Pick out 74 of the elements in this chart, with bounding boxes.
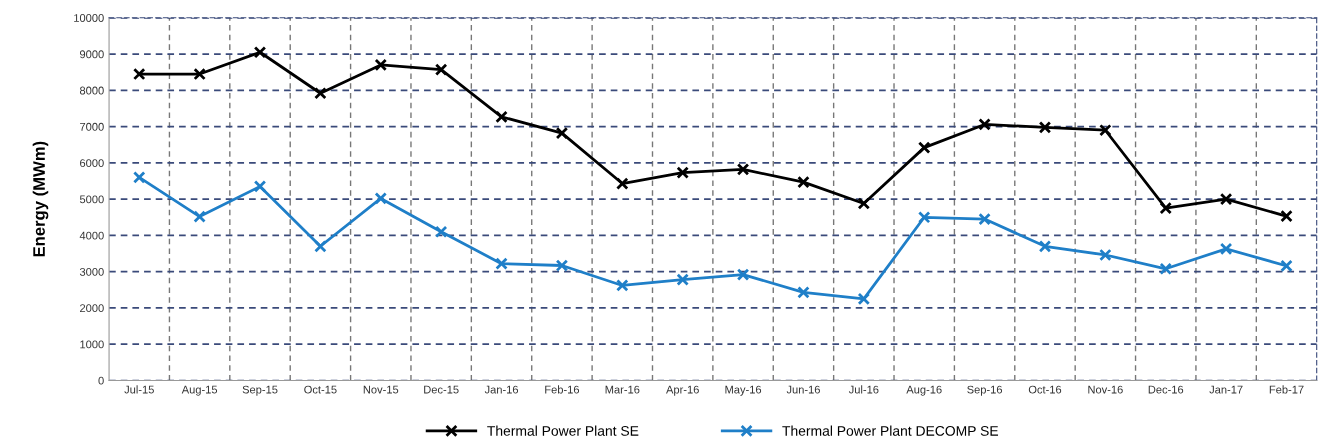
y-tick-label: 6000	[80, 159, 104, 168]
point	[1219, 192, 1233, 206]
y-tick-label: 4000	[79, 231, 104, 240]
x-tick-label: Aug-15	[181, 385, 218, 396]
x-tick-label: Oct-16	[1028, 385, 1062, 394]
legend-label: Thermal Power Plant DECOMP SE	[782, 425, 999, 436]
point	[1159, 201, 1172, 215]
x-tick-label: Jul-15	[124, 385, 154, 394]
point	[917, 141, 931, 154]
point	[1099, 123, 1112, 137]
x-tick-label: Apr-16	[666, 385, 699, 396]
x-tick-label: Feb-17	[1269, 385, 1304, 394]
x-tick-label: Dec-15	[424, 385, 459, 394]
point	[314, 86, 327, 100]
point	[736, 163, 750, 176]
point	[1099, 248, 1112, 262]
point	[616, 279, 629, 292]
point	[616, 177, 629, 190]
point	[676, 273, 689, 286]
x-tick-label: Jul-16	[848, 385, 879, 394]
point	[133, 67, 146, 81]
point	[978, 118, 991, 131]
x-tick-label: Nov-15	[363, 385, 399, 394]
x-tick-label: Aug-16	[906, 385, 942, 396]
x-tick-label: Jan-16	[484, 385, 519, 394]
y-tick-label: 9000	[80, 50, 104, 59]
y-axis-title: Energy (MWm)	[32, 141, 49, 257]
point	[857, 197, 871, 210]
x-tick-label: Nov-16	[1088, 385, 1123, 394]
point	[1280, 209, 1293, 223]
point	[374, 58, 388, 72]
point	[1280, 259, 1293, 273]
point	[978, 212, 991, 226]
point	[797, 286, 810, 299]
x-tick-label: Mar-16	[605, 385, 640, 394]
point	[797, 175, 810, 189]
x-tick-label: May-16	[725, 385, 762, 396]
point	[1038, 240, 1052, 253]
point	[434, 63, 448, 76]
point	[314, 240, 327, 253]
point	[133, 171, 146, 184]
point	[917, 211, 931, 224]
y-tick-label: 1000	[80, 340, 104, 349]
point	[1038, 121, 1052, 134]
point	[495, 257, 508, 270]
y-tick-label: 10000	[74, 14, 104, 22]
point	[253, 46, 267, 59]
point	[1219, 242, 1233, 256]
point	[676, 166, 689, 179]
point	[555, 126, 569, 140]
point	[193, 67, 206, 81]
point	[193, 210, 206, 223]
y-tick-label: 7000	[80, 122, 104, 131]
point	[253, 180, 267, 193]
point	[736, 268, 750, 281]
x-tick-label: Dec-16	[1148, 385, 1184, 394]
y-tick-label: 2000	[80, 304, 104, 313]
x-tick-label: Sep-15	[242, 385, 278, 396]
y-tick-label: 8000	[79, 86, 104, 95]
point	[374, 192, 388, 205]
x-tick-label: Jan-17	[1209, 385, 1243, 394]
point	[555, 259, 569, 272]
y-tick-label: 0	[98, 376, 104, 385]
y-tick-label: 5000	[79, 195, 104, 204]
x-tick-label: Feb-16	[545, 385, 580, 394]
y-tick-label: 3000	[79, 267, 104, 276]
x-tick-label: Oct-15	[304, 385, 337, 394]
point	[1159, 262, 1172, 276]
point	[857, 292, 871, 306]
x-tick-label: Jun-16	[786, 385, 820, 394]
point	[434, 225, 448, 239]
legend-label: Thermal Power Plant SE	[487, 425, 639, 436]
point	[495, 110, 508, 124]
x-tick-label: Sep-16	[967, 385, 1003, 396]
